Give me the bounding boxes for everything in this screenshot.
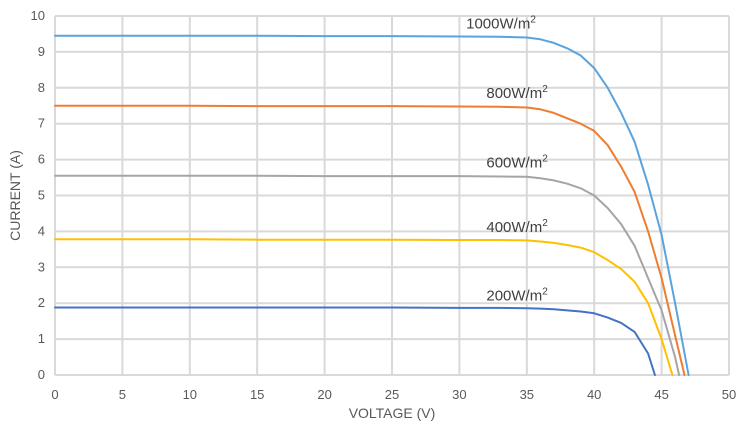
y-tick-label: 2: [38, 295, 45, 310]
series-label: 800W/m2: [486, 84, 548, 102]
x-tick-label: 25: [385, 387, 399, 402]
series-label-text: 600W/m: [486, 154, 542, 171]
series-label-superscript: 2: [530, 15, 536, 26]
x-tick-label: 5: [119, 387, 126, 402]
series-label: 200W/m2: [486, 286, 548, 304]
series-line-200w-m2: [54, 306, 656, 376]
series-line-800w-m2: [54, 104, 686, 376]
x-tick-label: 45: [654, 387, 668, 402]
y-axis-title: CURRENT (A): [7, 150, 23, 241]
x-tick-label: 15: [250, 387, 264, 402]
series-label-text: 200W/m: [486, 287, 542, 304]
y-tick-label: 9: [38, 44, 45, 59]
y-tick-label: 5: [38, 188, 45, 203]
series-label: 400W/m2: [486, 218, 548, 236]
x-tick-label: 35: [520, 387, 534, 402]
series-label-superscript: 2: [542, 84, 548, 95]
series-label: 1000W/m2: [466, 15, 536, 33]
y-tick-label: 8: [38, 80, 45, 95]
y-tick-label: 6: [38, 152, 45, 167]
y-tick-label: 3: [38, 259, 45, 274]
series-label: 600W/m2: [486, 153, 548, 171]
series-line-400w-m2: [54, 238, 674, 376]
series-label-superscript: 2: [542, 153, 548, 164]
series-line-1000w-m2: [54, 34, 690, 376]
x-axis-title: VOLTAGE (V): [349, 405, 436, 421]
y-tick-label: 4: [38, 223, 45, 238]
y-tick-label: 7: [38, 116, 45, 131]
series-label-text: 800W/m: [486, 85, 542, 102]
x-tick-label: 30: [452, 387, 466, 402]
series-label-superscript: 2: [542, 218, 548, 229]
x-tick-label: 10: [183, 387, 197, 402]
x-tick-label: 20: [317, 387, 331, 402]
series-label-superscript: 2: [542, 286, 548, 297]
x-tick-label: 0: [51, 387, 58, 402]
series-label-text: 400W/m: [486, 219, 542, 236]
x-tick-label: 40: [587, 387, 601, 402]
y-tick-label: 0: [38, 367, 45, 382]
y-tick-label: 10: [31, 8, 45, 23]
plot-series: [54, 34, 690, 376]
grid: [54, 15, 730, 376]
y-tick-label: 1: [38, 331, 45, 346]
series-label-text: 1000W/m: [466, 16, 530, 33]
series-line-600w-m2: [54, 174, 681, 376]
x-tick-label: 50: [722, 387, 736, 402]
